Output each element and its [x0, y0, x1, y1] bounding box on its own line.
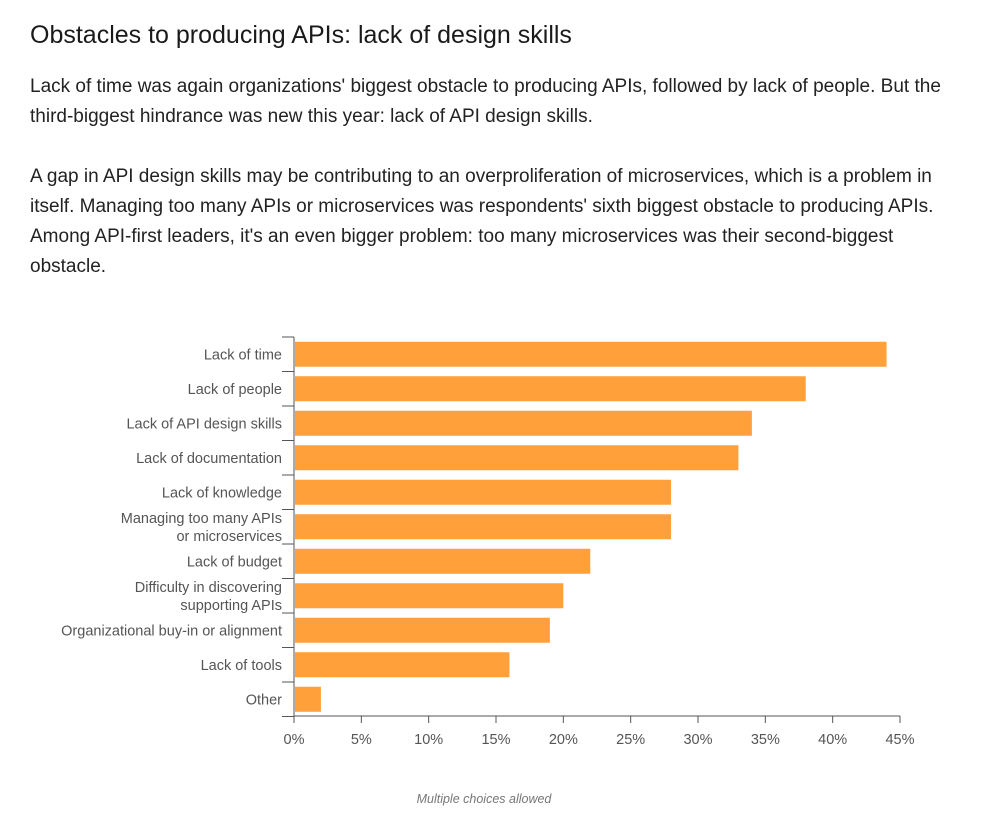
article-paragraph-1: Lack of time was again organizations' bi… — [30, 76, 941, 127]
x-tick-label: 45% — [885, 732, 914, 748]
chart-footnote: Multiple choices allowed — [417, 792, 553, 806]
bar — [295, 341, 887, 367]
category-label: Lack of tools — [201, 658, 282, 674]
bar — [295, 445, 739, 471]
category-label: Lack of time — [204, 347, 282, 363]
category-label: Difficulty in discovering supporting APIs — [135, 580, 282, 614]
article-title: Obstacles to producing APIs: lack of des… — [30, 21, 572, 49]
category-label: Other — [246, 692, 282, 708]
bar — [295, 652, 510, 678]
bar — [295, 583, 564, 609]
chart-svg: Lack of time Lack of people Lack of API de… — [61, 336, 915, 806]
x-tick-label: 25% — [616, 732, 645, 748]
bar — [295, 410, 752, 436]
x-tick-label: 30% — [683, 732, 712, 748]
bar — [295, 479, 672, 505]
x-tick-label: 0% — [284, 732, 305, 748]
x-tick-label: 35% — [751, 732, 780, 748]
x-tick-label: 15% — [481, 732, 510, 748]
x-tick-label: 5% — [351, 732, 372, 748]
article-paragraph-2: A gap in API design skills may be contri… — [30, 166, 934, 277]
category-label: Lack of budget — [187, 554, 282, 570]
bar — [295, 686, 321, 712]
x-tick-label: 20% — [549, 732, 578, 748]
category-label: Lack of API design skills — [126, 416, 282, 432]
bar — [295, 617, 550, 643]
article: Obstacles to producing APIs: lack of des… — [30, 18, 950, 312]
category-label: Lack of knowledge — [162, 485, 282, 501]
category-label: Managing too many APIs or microservices — [121, 511, 282, 545]
bar — [295, 376, 806, 402]
x-tick-label: 40% — [818, 732, 847, 748]
category-label: Lack of people — [188, 382, 282, 398]
bar — [295, 514, 672, 540]
category-label: Organizational buy-in or alignment — [61, 623, 282, 639]
bar — [295, 548, 591, 574]
obstacles-bar-chart: Lack of time Lack of people Lack of API de… — [0, 300, 983, 820]
category-label: Lack of documentation — [136, 451, 282, 467]
x-tick-label: 10% — [414, 732, 443, 748]
